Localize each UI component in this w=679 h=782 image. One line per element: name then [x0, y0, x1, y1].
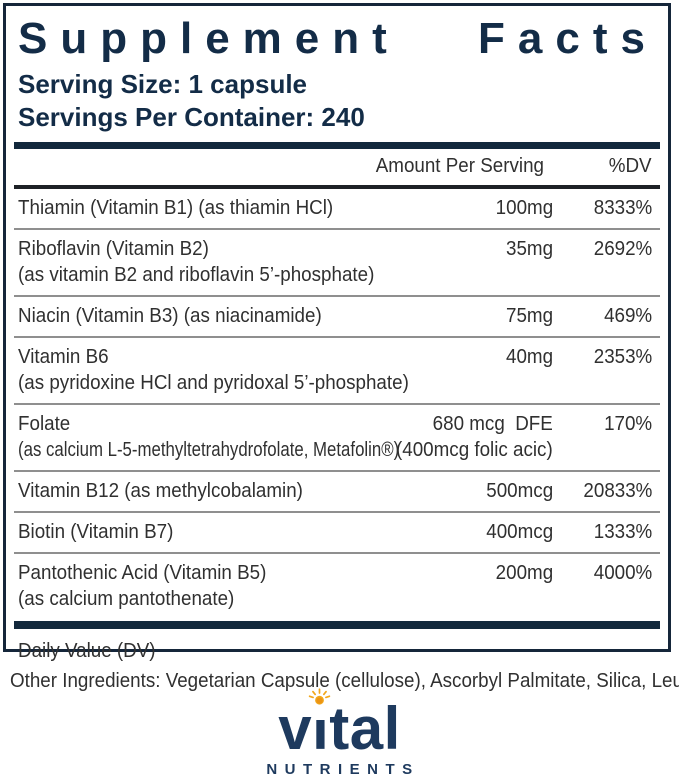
nutrient-name: Folate	[18, 413, 71, 435]
amount-value: 40mg	[505, 346, 553, 368]
nutrient-name: Thiamin (Vitamin B1) (as thiamin HCl)	[18, 197, 334, 219]
amount-subvalue: (400mcg folic acic)	[396, 439, 553, 461]
divider-bar-top	[14, 142, 660, 149]
nutrient-name: Biotin (Vitamin B7)	[18, 521, 174, 543]
dv-value: 469%	[603, 305, 652, 327]
nutrient-name: Niacin (Vitamin B3) (as niacinamide)	[18, 305, 322, 327]
column-header-dv: %DV	[609, 155, 652, 177]
panel-title: Supplement Facts	[18, 16, 658, 62]
brand-subtext: NUTRIENTS	[266, 761, 420, 778]
column-header-amount: Amount Per Serving	[375, 155, 544, 177]
amount-value: 35mg	[505, 238, 553, 260]
nutrient-row-folate: Folate (as calcium L-5-methyltetrahydrof…	[14, 403, 660, 470]
nutrient-name: Pantothenic Acid (Vitamin B5)	[18, 562, 267, 584]
amount-value: 100mg	[495, 197, 553, 219]
dv-value: 8333%	[593, 197, 652, 219]
divider-bar-bottom	[14, 621, 660, 629]
serving-size-line: Serving Size: 1 capsule	[18, 69, 308, 99]
nutrient-subname: (as calcium L-5-methyltetrahydrofolate, …	[18, 439, 400, 461]
dv-value: 170%	[603, 413, 652, 435]
column-headers: Amount Per Serving %DV	[14, 149, 660, 189]
nutrient-name: Vitamin B12 (as methylcobalamin)	[18, 480, 303, 502]
panel-title-word-left: Supplement	[18, 14, 400, 63]
amount-value: 75mg	[505, 305, 553, 327]
nutrient-row-niacin: Niacin (Vitamin B3) (as niacinamide) 75m…	[14, 295, 660, 336]
amount-value: 500mcg	[486, 480, 553, 502]
dv-value: 1333%	[593, 521, 652, 543]
nutrient-row-thiamin: Thiamin (Vitamin B1) (as thiamin HCl) 10…	[14, 189, 660, 228]
nutrient-row-pantothenic-acid: Pantothenic Acid (Vitamin B5) (as calciu…	[14, 552, 660, 619]
nutrient-subname: (as vitamin B2 and riboflavin 5’-phospha…	[18, 264, 375, 286]
nutrient-name: Vitamin B6	[18, 346, 109, 368]
nutrient-row-vitamin-b6: Vitamin B6 (as pyridoxine HCl and pyrido…	[14, 336, 660, 403]
dv-value: 20833%	[582, 480, 652, 502]
supplement-facts-panel: Supplement Facts Serving Size: 1 capsule…	[3, 3, 671, 662]
amount-value: 400mcg	[486, 521, 553, 543]
other-ingredients-text: Other Ingredients: Vegetarian Capsule (c…	[10, 670, 679, 692]
dv-value: 2692%	[593, 238, 652, 260]
amount-value: 200mg	[495, 562, 553, 584]
nutrient-name: Riboflavin (Vitamin B2)	[18, 238, 209, 260]
dv-value: 4000%	[593, 562, 652, 584]
nutrient-row-riboflavin: Riboflavin (Vitamin B2) (as vitamin B2 a…	[14, 228, 660, 295]
daily-value-footnote: Daily Value (DV)	[18, 640, 156, 662]
i-dot-mask	[312, 705, 328, 720]
nutrient-row-vitamin-b12: Vitamin B12 (as methylcobalamin) 500mcg …	[14, 470, 660, 511]
amount-value: 680 mcg DFE (400mcg folic acic)	[396, 413, 553, 461]
panel-title-word-right: Facts	[478, 14, 658, 63]
nutrient-row-biotin: Biotin (Vitamin B7) 400mcg 1333%	[14, 511, 660, 552]
nutrient-subname: (as calcium pantothenate)	[18, 588, 235, 610]
dv-value: 2353%	[593, 346, 652, 368]
sun-icon	[308, 688, 331, 706]
nutrient-subname: (as pyridoxine HCl and pyridoxal 5’-phos…	[18, 372, 409, 394]
brand-wordmark: vital	[278, 688, 401, 760]
servings-per-container-line: Servings Per Container: 240	[18, 102, 365, 132]
brand-logo: vital NUTRIENTS	[0, 688, 679, 778]
